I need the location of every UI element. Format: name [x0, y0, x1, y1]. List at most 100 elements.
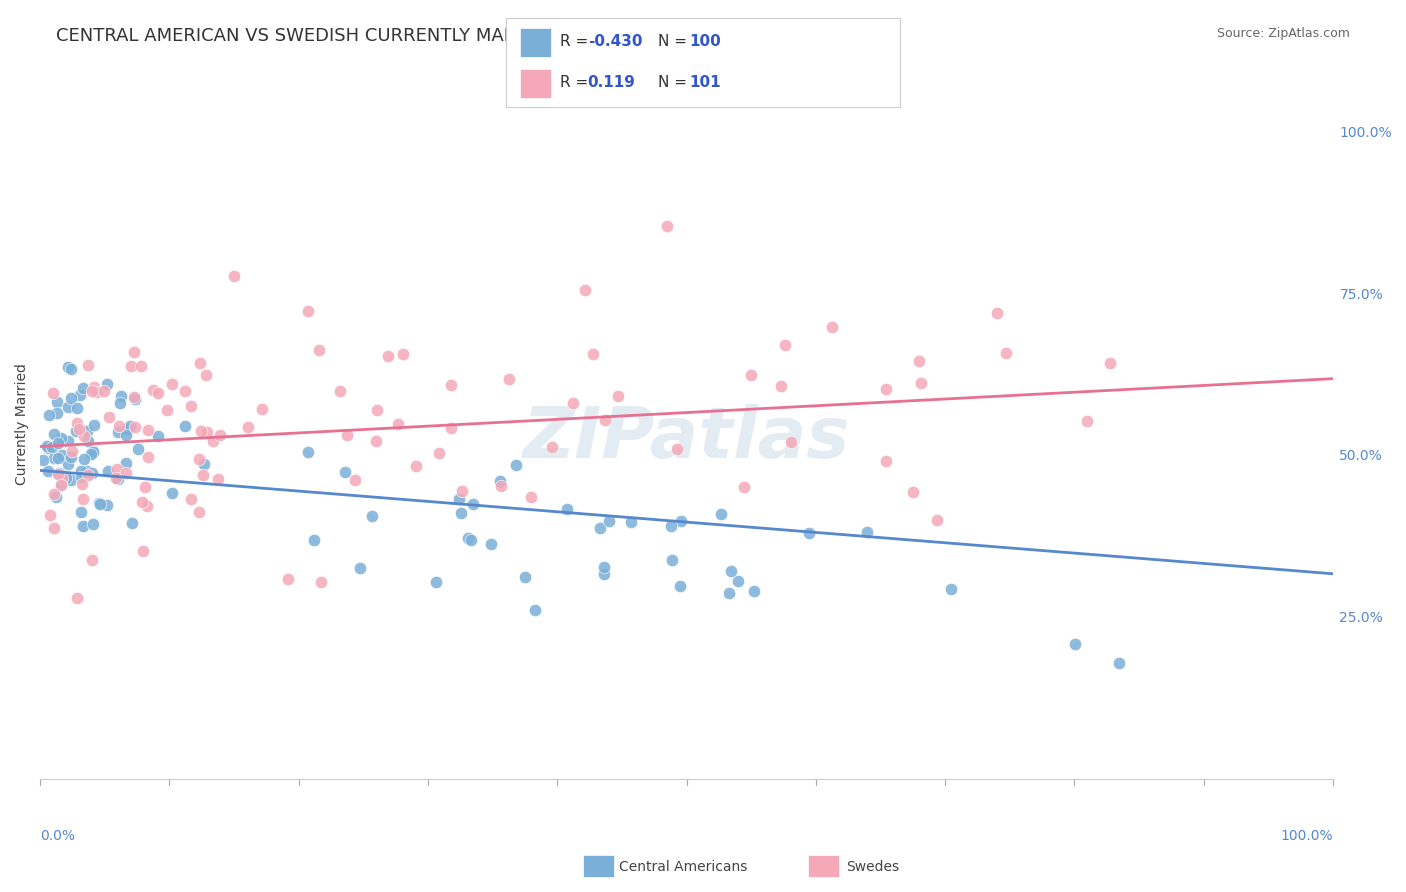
- Point: [392, 346, 415, 360]
- Point: [51, 448, 73, 462]
- Text: CENTRAL AMERICAN VS SWEDISH CURRENTLY MARRIED CORRELATION CHART: CENTRAL AMERICAN VS SWEDISH CURRENTLY MA…: [56, 27, 759, 45]
- Point: [561, 396, 583, 410]
- Point: [1076, 414, 1098, 428]
- Point: [108, 396, 131, 410]
- Point: [173, 384, 195, 399]
- Point: [666, 442, 689, 456]
- Point: [187, 505, 209, 519]
- Point: [134, 480, 156, 494]
- Point: [440, 421, 463, 435]
- Point: [72, 519, 94, 533]
- Point: [780, 435, 803, 450]
- Point: [115, 428, 138, 442]
- Point: [72, 491, 94, 506]
- Point: [107, 471, 129, 485]
- Point: [209, 428, 232, 442]
- Point: [77, 468, 100, 483]
- Point: [901, 485, 924, 500]
- Point: [574, 283, 596, 297]
- Point: [131, 495, 153, 509]
- Point: [250, 401, 273, 416]
- Point: [83, 418, 105, 433]
- Text: 0.0%: 0.0%: [41, 829, 75, 843]
- Point: [105, 470, 128, 484]
- Point: [770, 378, 793, 392]
- Point: [107, 462, 129, 476]
- Point: [51, 477, 73, 491]
- Point: [58, 457, 80, 471]
- Point: [60, 473, 83, 487]
- Point: [489, 479, 512, 493]
- Point: [908, 354, 931, 368]
- Point: [742, 583, 765, 598]
- Point: [97, 464, 120, 478]
- Point: [775, 338, 797, 352]
- Point: [124, 392, 146, 406]
- Point: [93, 384, 115, 398]
- Point: [77, 358, 100, 372]
- Point: [598, 514, 620, 528]
- Point: [582, 347, 605, 361]
- Point: [122, 345, 145, 359]
- Point: [67, 422, 90, 436]
- Point: [717, 586, 740, 600]
- Point: [80, 466, 103, 480]
- Point: [498, 372, 520, 386]
- Point: [42, 385, 65, 400]
- Point: [710, 507, 733, 521]
- Point: [87, 496, 110, 510]
- Text: 100.0%: 100.0%: [1281, 829, 1333, 843]
- Point: [72, 381, 94, 395]
- Point: [32, 453, 55, 467]
- Point: [156, 403, 179, 417]
- Point: [875, 453, 897, 467]
- Point: [797, 526, 820, 541]
- Point: [136, 499, 159, 513]
- Point: [56, 360, 79, 375]
- Point: [114, 456, 136, 470]
- Point: [360, 509, 382, 524]
- Point: [986, 305, 1008, 319]
- Text: ZIPatlas: ZIPatlas: [523, 403, 851, 473]
- Point: [120, 359, 142, 374]
- Point: [821, 319, 844, 334]
- Point: [46, 450, 69, 465]
- Point: [195, 425, 218, 439]
- Point: [160, 376, 183, 391]
- Text: 50.0%: 50.0%: [1340, 450, 1384, 463]
- Text: 25.0%: 25.0%: [1340, 611, 1384, 624]
- Point: [190, 425, 212, 439]
- Point: [659, 519, 682, 533]
- Point: [38, 508, 60, 522]
- Point: [82, 384, 104, 399]
- Text: Swedes: Swedes: [846, 860, 900, 874]
- Point: [76, 464, 98, 478]
- Text: -0.430: -0.430: [588, 35, 643, 49]
- Point: [80, 447, 103, 461]
- Point: [513, 569, 536, 583]
- Point: [82, 517, 104, 532]
- Point: [136, 424, 159, 438]
- Point: [941, 582, 963, 596]
- Point: [69, 388, 91, 402]
- Point: [82, 444, 104, 458]
- Point: [131, 544, 153, 558]
- Point: [449, 491, 471, 506]
- Point: [46, 436, 69, 450]
- Point: [96, 498, 118, 512]
- Point: [60, 391, 83, 405]
- Point: [720, 564, 742, 578]
- Point: [73, 429, 96, 443]
- Point: [238, 420, 260, 434]
- Point: [460, 533, 482, 547]
- Point: [70, 477, 93, 491]
- Point: [463, 497, 485, 511]
- Point: [37, 441, 59, 455]
- Point: [297, 445, 319, 459]
- Point: [207, 472, 229, 486]
- Point: [479, 537, 502, 551]
- Text: R =: R =: [560, 35, 593, 49]
- Point: [191, 467, 214, 482]
- Text: N =: N =: [658, 35, 692, 49]
- Point: [83, 380, 105, 394]
